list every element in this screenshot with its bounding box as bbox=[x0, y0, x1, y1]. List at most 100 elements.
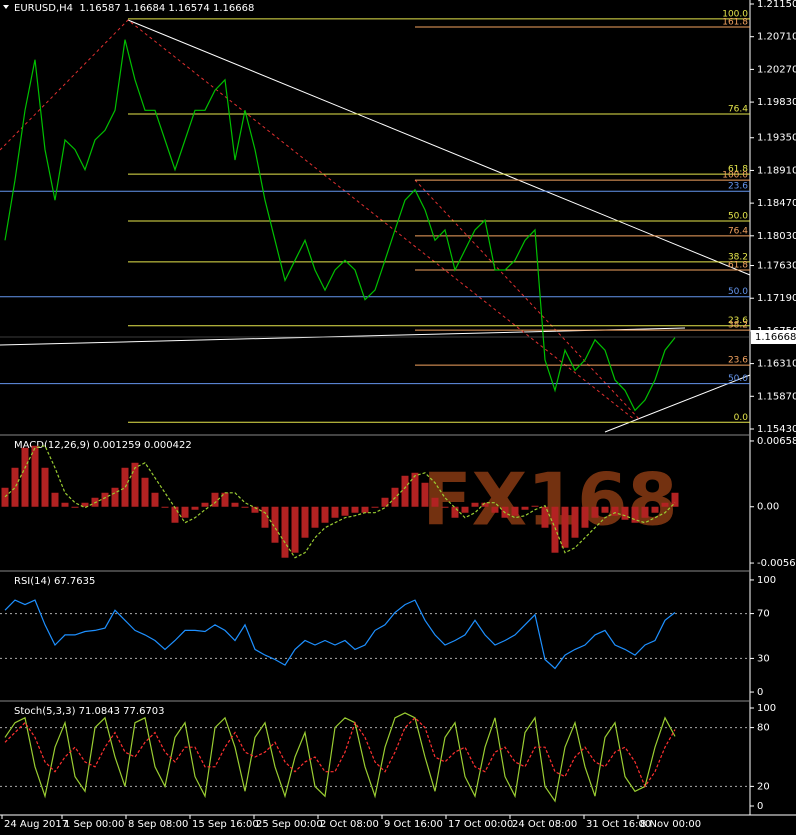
histogram-bar bbox=[301, 506, 309, 538]
y-tick-label: 1.15870 bbox=[757, 391, 796, 402]
x-tick-label: 9 Oct 16:00 bbox=[384, 819, 443, 830]
histogram-bar bbox=[411, 472, 419, 507]
watermark: FX168 bbox=[423, 458, 678, 542]
histogram-bar bbox=[31, 445, 39, 507]
histogram-bar bbox=[651, 506, 659, 513]
y-tick-label: 1.19830 bbox=[757, 97, 796, 108]
x-tick-label: 8 Sep 08:00 bbox=[128, 819, 188, 830]
current-price-box bbox=[751, 330, 796, 345]
histogram-bar bbox=[1, 487, 9, 507]
histogram-bar bbox=[121, 467, 129, 507]
series-line bbox=[4, 716, 676, 788]
histogram-bar bbox=[381, 497, 389, 507]
fib-label: 161.8 bbox=[722, 18, 748, 28]
y-tick-label: 0 bbox=[757, 687, 763, 698]
fib-label: 50.0 bbox=[728, 287, 748, 297]
y-tick-label: 1.15430 bbox=[757, 424, 796, 435]
series-line bbox=[4, 599, 676, 670]
histogram-bar bbox=[311, 506, 319, 528]
panel-title: EURUSD,H4 1.16587 1.16684 1.16574 1.1666… bbox=[14, 3, 254, 14]
histogram-bar bbox=[481, 502, 489, 507]
y-tick-label: 0.006583 bbox=[757, 436, 796, 447]
y-tick-label: 80 bbox=[757, 723, 770, 734]
fib-label: 61.8 bbox=[728, 260, 748, 270]
x-tick-label: 25 Sep 00:00 bbox=[256, 819, 323, 830]
histogram-bar bbox=[401, 475, 409, 507]
y-tick-label: 30 bbox=[757, 653, 770, 664]
histogram-bar bbox=[131, 462, 139, 507]
histogram-bar bbox=[511, 506, 519, 516]
histogram-bar bbox=[361, 506, 369, 513]
x-tick-label: 24 Aug 2017 bbox=[4, 819, 68, 830]
histogram-bar bbox=[351, 506, 359, 513]
x-tick-label: 2 Oct 08:00 bbox=[320, 819, 379, 830]
histogram-bar bbox=[261, 506, 269, 528]
fib-label: 38.2 bbox=[728, 252, 748, 262]
histogram-bar bbox=[621, 506, 629, 520]
panel-title: MACD(12,26,9) 0.001259 0.000422 bbox=[14, 440, 192, 451]
histogram-bar bbox=[631, 506, 639, 523]
histogram-bar bbox=[451, 506, 459, 518]
panel-title: RSI(14) 67.7635 bbox=[14, 576, 95, 587]
x-tick-label: 8 Nov 00:00 bbox=[640, 819, 701, 830]
histogram-bar bbox=[41, 467, 49, 507]
y-tick-label: 1.20710 bbox=[757, 32, 796, 43]
fib-label: 0.0 bbox=[734, 413, 749, 423]
histogram-bar bbox=[241, 506, 249, 508]
histogram-bar bbox=[671, 492, 679, 507]
histogram-bar bbox=[551, 506, 559, 553]
histogram-bar bbox=[201, 502, 209, 507]
histogram-bar bbox=[11, 467, 19, 507]
y-tick-label: 1.21150 bbox=[757, 0, 796, 10]
y-tick-label: -0.005634 bbox=[757, 558, 796, 569]
series-line bbox=[4, 39, 676, 412]
histogram-bar bbox=[221, 492, 229, 507]
trend-line bbox=[0, 327, 686, 346]
y-tick-label: 70 bbox=[757, 609, 770, 620]
histogram-bar bbox=[371, 506, 379, 508]
series-line bbox=[4, 712, 676, 803]
histogram-bar bbox=[71, 506, 79, 508]
histogram-bar bbox=[151, 492, 159, 507]
histogram-bar bbox=[51, 492, 59, 507]
histogram-bar bbox=[321, 506, 329, 523]
y-tick-label: 100 bbox=[757, 575, 776, 586]
x-tick-label: 17 Oct 00:00 bbox=[448, 819, 513, 830]
fib-label: 76.4 bbox=[728, 226, 748, 236]
fib-label: 100.0 bbox=[722, 9, 748, 19]
fib-label: 50.0 bbox=[728, 211, 748, 221]
histogram-bar bbox=[541, 506, 549, 528]
fib-label: 50.0 bbox=[728, 374, 748, 384]
histogram-bar bbox=[591, 506, 599, 518]
histogram-bar bbox=[281, 506, 289, 558]
trend-line bbox=[414, 179, 641, 421]
histogram-bar bbox=[141, 477, 149, 507]
fib-label: 76.4 bbox=[728, 104, 748, 114]
histogram-bar bbox=[291, 506, 299, 553]
histogram-bar bbox=[331, 506, 339, 518]
x-tick-label: 24 Oct 08:00 bbox=[512, 819, 577, 830]
y-tick-label: 1.18030 bbox=[757, 231, 796, 242]
histogram-bar bbox=[111, 487, 119, 507]
x-tick-label: 1 Sep 00:00 bbox=[64, 819, 124, 830]
trend-line bbox=[0, 19, 636, 421]
histogram-bar bbox=[171, 506, 179, 523]
histogram-bar bbox=[21, 447, 29, 507]
y-tick-label: 1.18470 bbox=[757, 198, 796, 209]
histogram-bar bbox=[191, 506, 199, 510]
y-tick-label: 0.00 bbox=[757, 502, 779, 513]
fib-label: 23.6 bbox=[728, 356, 748, 366]
histogram-bar bbox=[521, 506, 529, 510]
y-tick-label: 1.17190 bbox=[757, 293, 796, 304]
histogram-bar bbox=[461, 506, 469, 513]
histogram-bar bbox=[441, 506, 449, 508]
histogram-bar bbox=[431, 497, 439, 507]
fib-label: 23.6 bbox=[728, 316, 748, 326]
histogram-bar bbox=[571, 506, 579, 538]
trend-line bbox=[127, 19, 751, 276]
histogram-bar bbox=[661, 502, 669, 507]
histogram-bar bbox=[561, 506, 569, 548]
